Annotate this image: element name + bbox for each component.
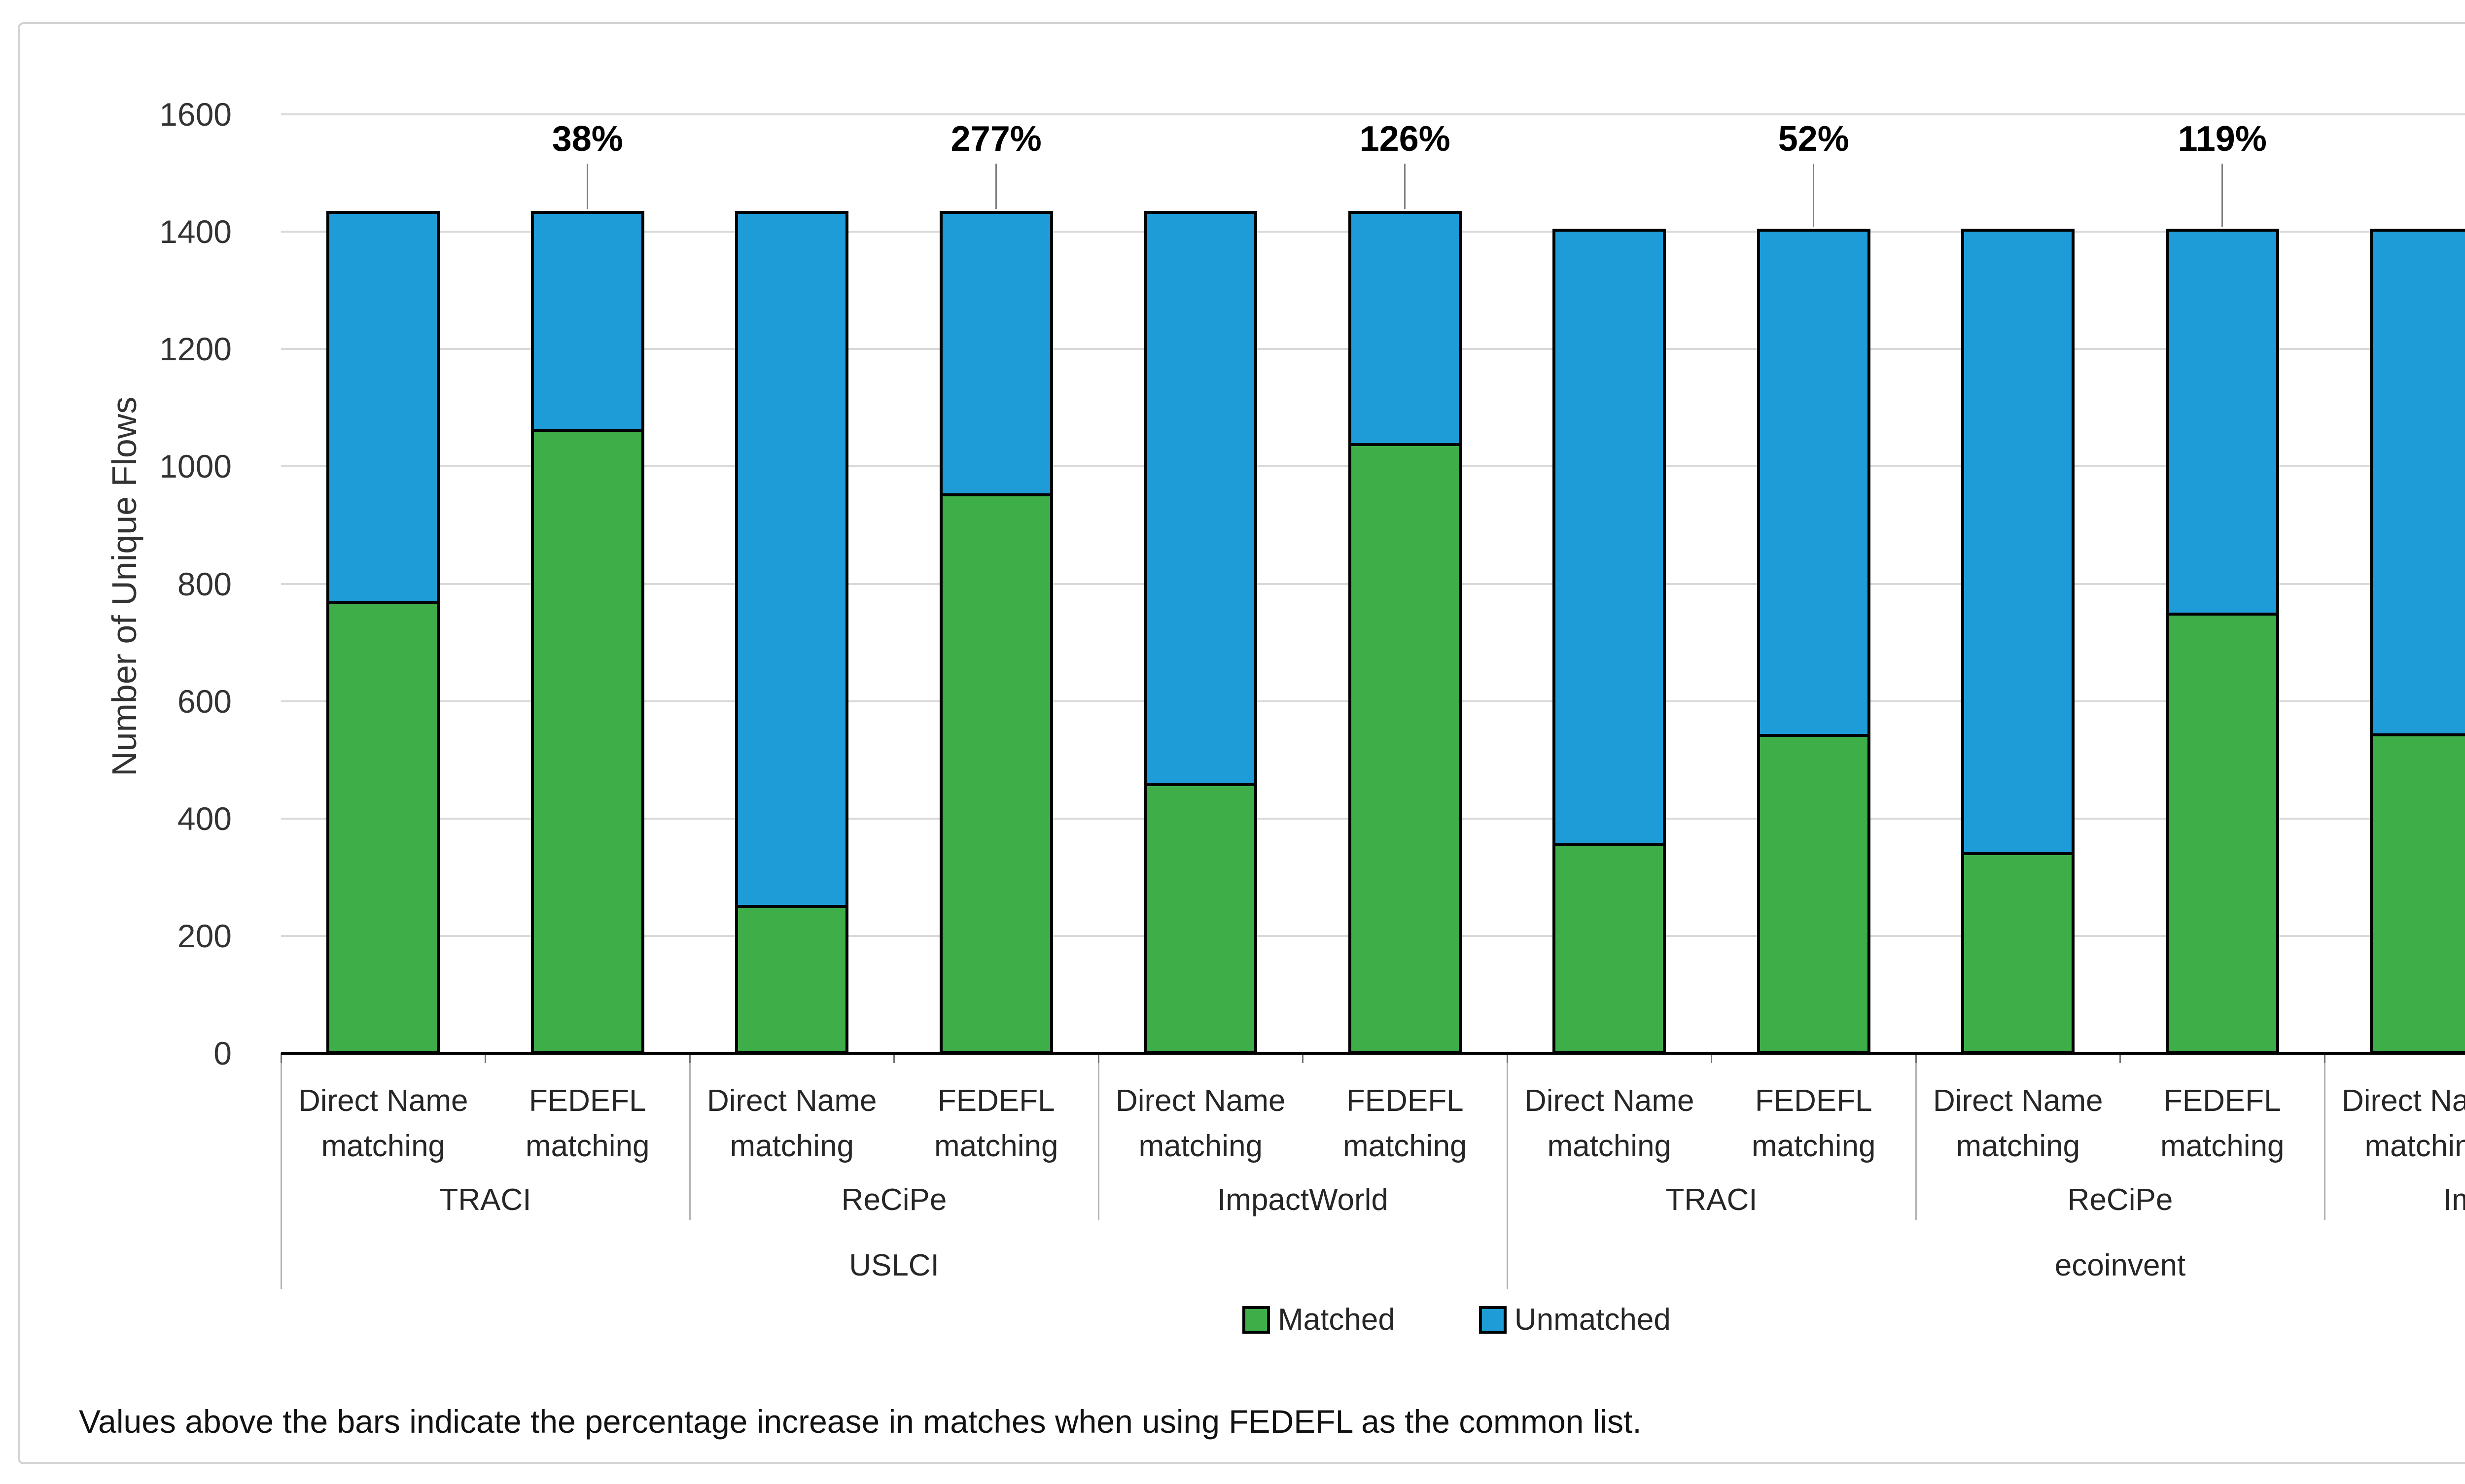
- y-axis-tick-label: 0: [213, 1035, 232, 1071]
- category-label: FEDEFL matching: [525, 1084, 650, 1163]
- category-axis-tick: [893, 1053, 895, 1063]
- category-label: Direct Name matching: [706, 1084, 877, 1163]
- bar-segment-unmatched: [1961, 229, 2075, 855]
- y-axis-tick-label: 1000: [159, 448, 232, 485]
- bar-segment-matched: [326, 601, 440, 1054]
- category-label: FEDEFL matching: [1342, 1084, 1467, 1163]
- bar-segment-unmatched: [1757, 229, 1870, 737]
- subgroup-label: ImpactWorld: [2443, 1183, 2465, 1217]
- y-axis-tick-label: 600: [177, 683, 232, 720]
- category-axis-tick: [485, 1053, 486, 1063]
- bar-segment-matched: [1144, 783, 1258, 1054]
- bar-segment-matched: [1552, 843, 1666, 1054]
- bar-segment-unmatched: [530, 211, 644, 433]
- category-axis-tick: [1915, 1053, 1917, 1063]
- subgroup-label: TRACI: [1665, 1183, 1758, 1217]
- category-label: FEDEFL matching: [2160, 1084, 2285, 1163]
- x-axis-line: [281, 1052, 2465, 1055]
- group-label: USLCI: [849, 1248, 939, 1282]
- legend-label: Unmatched: [1514, 1303, 1671, 1337]
- bar-segment-matched: [1757, 734, 1870, 1054]
- category-subgroup-divider: [689, 1053, 691, 1220]
- y-axis-tick-label: 800: [177, 565, 232, 602]
- category-axis-tick: [1302, 1053, 1303, 1063]
- bar-segment-matched: [735, 904, 849, 1054]
- y-axis-tick-label: 1600: [159, 96, 232, 133]
- legend-swatch-icon: [1242, 1306, 1270, 1334]
- bar-segment-unmatched: [939, 211, 1053, 497]
- percent-increase-label: 52%: [1778, 119, 1849, 159]
- subgroup-label: ReCiPe: [2067, 1183, 2173, 1217]
- bar-segment-unmatched: [735, 211, 849, 908]
- category-label: FEDEFL matching: [1751, 1084, 1876, 1163]
- category-subgroup-divider: [1097, 1053, 1099, 1220]
- gridline: [281, 113, 2465, 115]
- subgroup-label: TRACI: [439, 1183, 531, 1217]
- bar-segment-unmatched: [1144, 211, 1258, 787]
- bar-segment-unmatched: [1348, 211, 1462, 446]
- y-axis-tick-label: 1200: [159, 331, 232, 368]
- category-axis-tick: [1711, 1053, 1712, 1063]
- legend: Matched Unmatched: [1242, 1302, 1671, 1337]
- percent-leader-line: [995, 164, 997, 209]
- bar-segment-matched: [939, 493, 1053, 1054]
- bar-segment-matched: [1348, 443, 1462, 1054]
- percent-leader-line: [1404, 164, 1406, 209]
- footnote: Values above the bars indicate the perce…: [79, 1403, 1642, 1440]
- category-label: Direct Name matching: [1524, 1084, 1694, 1163]
- y-axis-tick-label: 400: [177, 800, 232, 837]
- category-label: Direct Name matching: [1115, 1084, 1286, 1163]
- percent-leader-line: [2221, 164, 2223, 227]
- y-axis-tick-label: 1400: [159, 213, 232, 250]
- category-label: Direct Name matching: [2341, 1084, 2465, 1163]
- percent-leader-line: [1813, 164, 1815, 227]
- percent-increase-label: 38%: [552, 119, 623, 159]
- bar-segment-matched: [2370, 733, 2465, 1054]
- category-axis-tick: [2119, 1053, 2121, 1063]
- subgroup-label: ImpactWorld: [1217, 1183, 1388, 1217]
- legend-item: Unmatched: [1479, 1302, 1671, 1337]
- category-subgroup-divider: [2324, 1053, 2325, 1220]
- percent-leader-line: [587, 164, 589, 209]
- category-axis-tick: [280, 1053, 282, 1063]
- category-label: FEDEFL matching: [934, 1084, 1058, 1163]
- y-axis-tick-label: 200: [177, 917, 232, 954]
- legend-label: Matched: [1278, 1303, 1395, 1337]
- group-label: ecoinvent: [2054, 1248, 2186, 1282]
- bar-segment-unmatched: [1552, 229, 1666, 846]
- category-group-divider: [280, 1053, 282, 1289]
- bar-segment-unmatched: [2165, 229, 2279, 616]
- percent-increase-label: 126%: [1359, 119, 1450, 159]
- bar-segment-matched: [1961, 852, 2075, 1054]
- category-axis-tick: [1097, 1053, 1099, 1063]
- category-axis-tick: [1506, 1053, 1508, 1063]
- subgroup-label: ReCiPe: [841, 1183, 947, 1217]
- y-axis-title: Number of Unique Flows: [105, 396, 143, 776]
- legend-swatch-icon: [1479, 1306, 1507, 1334]
- category-group-divider: [1506, 1053, 1508, 1289]
- category-label: Direct Name matching: [298, 1084, 468, 1163]
- category-label: Direct Name matching: [1933, 1084, 2103, 1163]
- percent-increase-label: 119%: [2178, 119, 2267, 159]
- bar-segment-unmatched: [2370, 229, 2465, 737]
- bar-segment-unmatched: [326, 211, 440, 605]
- legend-item: Matched: [1242, 1302, 1395, 1337]
- category-axis-tick: [689, 1053, 691, 1063]
- percent-increase-label: 277%: [951, 119, 1042, 159]
- category-subgroup-divider: [1915, 1053, 1917, 1220]
- bar-segment-matched: [530, 429, 644, 1054]
- bar-segment-matched: [2165, 612, 2279, 1054]
- category-axis-tick: [2324, 1053, 2325, 1063]
